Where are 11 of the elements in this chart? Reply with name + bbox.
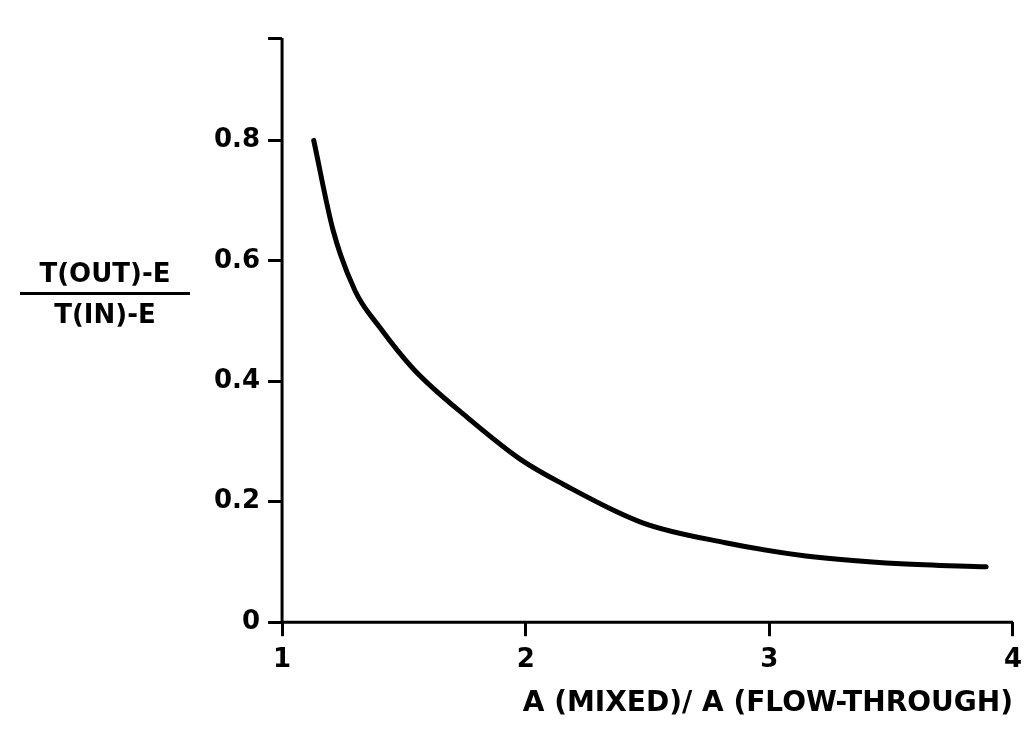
x-tick-label: 4 xyxy=(1003,642,1022,673)
y-tick-label: 0.8 xyxy=(214,123,261,154)
y-axis-title: T(OUT)-E T(IN)-E xyxy=(38,258,172,329)
y-tick-label: 0.6 xyxy=(214,243,261,274)
x-axis-title: A (MIXED)/ A (FLOW-THROUGH) xyxy=(522,685,1013,719)
y-tick-label: 0 xyxy=(241,604,261,635)
x-tick-label: 2 xyxy=(516,642,535,673)
x-tick-label: 3 xyxy=(760,642,779,673)
x-tick-label: 1 xyxy=(273,642,292,673)
y-tick-label: 0.4 xyxy=(214,364,261,395)
y-tick-label: 0.2 xyxy=(214,484,261,515)
